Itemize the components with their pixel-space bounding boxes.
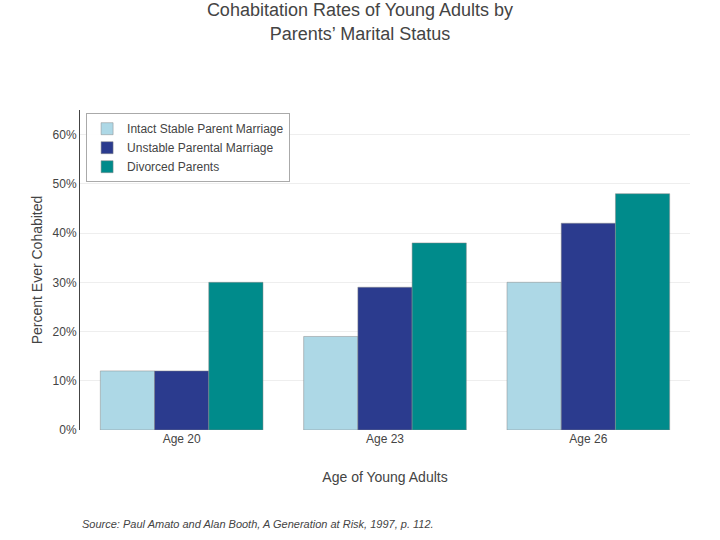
svg-text:Intact Stable Parent Marriage: Intact Stable Parent Marriage <box>127 122 283 136</box>
svg-text:Source: Paul Amato and Alan Bo: Source: Paul Amato and Alan Booth, A Gen… <box>82 518 434 530</box>
svg-text:60%: 60% <box>53 128 77 142</box>
svg-text:Cohabitation Rates of Young Ad: Cohabitation Rates of Young Adults byPar… <box>207 0 513 43</box>
svg-text:Age 26: Age 26 <box>569 432 607 446</box>
svg-text:30%: 30% <box>53 276 77 290</box>
svg-text:Age 20: Age 20 <box>163 432 201 446</box>
svg-text:Age 23: Age 23 <box>366 432 404 446</box>
svg-text:10%: 10% <box>53 374 77 388</box>
svg-text:40%: 40% <box>53 226 77 240</box>
svg-text:20%: 20% <box>53 325 77 339</box>
svg-text:Unstable Parental Marriage: Unstable Parental Marriage <box>127 141 273 155</box>
svg-text:Percent Ever Cohabited: Percent Ever Cohabited <box>29 196 45 345</box>
svg-text:Age of Young Adults: Age of Young Adults <box>322 469 447 485</box>
svg-text:50%: 50% <box>53 177 77 191</box>
svg-text:Divorced Parents: Divorced Parents <box>127 160 219 174</box>
svg-text:0%: 0% <box>59 423 77 437</box>
